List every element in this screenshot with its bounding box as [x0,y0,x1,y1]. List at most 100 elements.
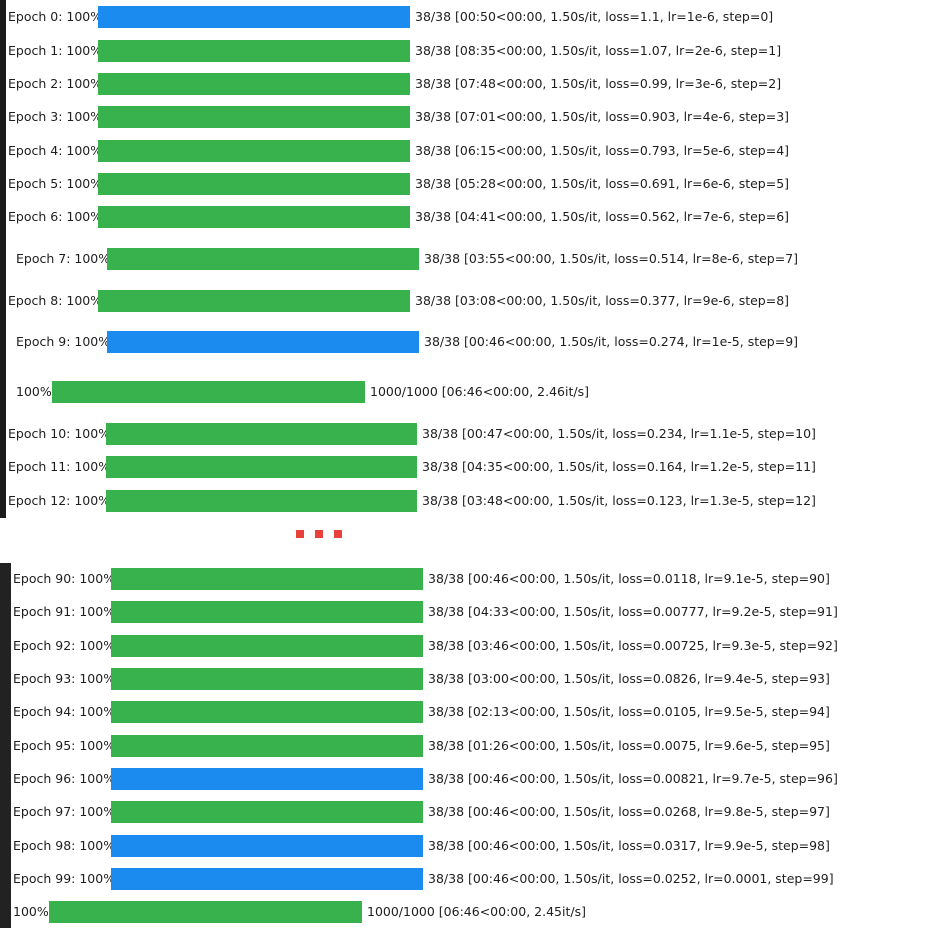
progress-row: Epoch 12: 100% 38/38 [03:48<00:00, 1.50s/… [0,490,949,512]
progress-label: Epoch 95: 100% [13,738,116,753]
progress-stats: 38/38 [01:26<00:00, 1.50s/it, loss=0.007… [428,738,830,753]
progress-row: Epoch 5: 100% 38/38 [05:28<00:00, 1.50s/i… [0,173,949,195]
progress-row: Epoch 96: 100% 38/38 [00:46<00:00, 1.50s/… [0,768,949,790]
progress-stats: 38/38 [03:55<00:00, 1.50s/it, loss=0.514… [424,251,799,266]
progress-label: Epoch 4: 100% [8,143,103,158]
progress-label: Epoch 8: 100% [8,293,103,308]
progress-stats: 38/38 [04:33<00:00, 1.50s/it, loss=0.007… [428,604,838,619]
progress-label: Epoch 12: 100% [8,493,111,508]
progress-label: Epoch 96: 100% [13,771,116,786]
progress-bar [111,635,423,657]
progress-bar [111,801,423,823]
progress-bar [98,140,410,162]
progress-stats: 38/38 [00:50<00:00, 1.50s/it, loss=1.1, … [415,9,774,24]
progress-row: Epoch 1: 100% 38/38 [08:35<00:00, 1.50s/i… [0,40,949,62]
progress-bar [98,106,410,128]
progress-row: Epoch 6: 100% 38/38 [04:41<00:00, 1.50s/i… [0,206,949,228]
progress-stats: 38/38 [00:46<00:00, 1.50s/it, loss=0.274… [424,334,799,349]
left-edge-bottom [0,563,11,928]
progress-label: Epoch 91: 100% [13,604,116,619]
progress-bar [98,40,410,62]
progress-row: 100% 1000/1000 [06:46<00:00, 2.46it/s] [0,381,949,403]
progress-bar [111,601,423,623]
ellipsis-separator [296,530,342,540]
progress-row: Epoch 7: 100% 38/38 [03:55<00:00, 1.50s/i… [0,248,949,270]
progress-row: Epoch 99: 100% 38/38 [00:46<00:00, 1.50s/… [0,868,949,890]
progress-label: Epoch 90: 100% [13,571,116,586]
progress-row: Epoch 94: 100% 38/38 [02:13<00:00, 1.50s/… [0,701,949,723]
progress-label: Epoch 5: 100% [8,176,103,191]
progress-bar [111,835,423,857]
progress-row: Epoch 97: 100% 38/38 [00:46<00:00, 1.50s/… [0,801,949,823]
progress-bar [107,248,419,270]
progress-label: Epoch 99: 100% [13,871,116,886]
progress-label: Epoch 7: 100% [16,251,111,266]
progress-label: Epoch 94: 100% [13,704,116,719]
progress-row: Epoch 10: 100% 38/38 [00:47<00:00, 1.50s/… [0,423,949,445]
progress-bar [52,381,365,403]
progress-stats: 38/38 [07:01<00:00, 1.50s/it, loss=0.903… [415,109,790,124]
progress-label: Epoch 2: 100% [8,76,103,91]
progress-bar [111,568,423,590]
progress-row: Epoch 92: 100% 38/38 [03:46<00:00, 1.50s/… [0,635,949,657]
progress-row: Epoch 3: 100% 38/38 [07:01<00:00, 1.50s/i… [0,106,949,128]
progress-bar [111,735,423,757]
progress-label: Epoch 92: 100% [13,638,116,653]
progress-row: Epoch 0: 100% 38/38 [00:50<00:00, 1.50s/i… [0,6,949,28]
progress-stats: 38/38 [03:48<00:00, 1.50s/it, loss=0.123… [422,493,816,508]
progress-row: Epoch 91: 100% 38/38 [04:33<00:00, 1.50s/… [0,601,949,623]
progress-stats: 38/38 [00:47<00:00, 1.50s/it, loss=0.234… [422,426,816,441]
progress-stats: 38/38 [05:28<00:00, 1.50s/it, loss=0.691… [415,176,790,191]
progress-stats: 38/38 [00:46<00:00, 1.50s/it, loss=0.008… [428,771,838,786]
progress-label: Epoch 97: 100% [13,804,116,819]
progress-label: Epoch 93: 100% [13,671,116,686]
progress-stats: 1000/1000 [06:46<00:00, 2.45it/s] [367,904,586,919]
progress-label: 100% [16,384,52,399]
progress-stats: 38/38 [04:35<00:00, 1.50s/it, loss=0.164… [422,459,816,474]
progress-stats: 38/38 [03:00<00:00, 1.50s/it, loss=0.082… [428,671,830,686]
progress-row: Epoch 95: 100% 38/38 [01:26<00:00, 1.50s/… [0,735,949,757]
progress-bar [111,701,423,723]
progress-bar [107,331,419,353]
progress-label: Epoch 10: 100% [8,426,111,441]
progress-bar [98,173,410,195]
progress-row: Epoch 2: 100% 38/38 [07:48<00:00, 1.50s/i… [0,73,949,95]
progress-stats: 38/38 [00:46<00:00, 1.50s/it, loss=0.031… [428,838,830,853]
progress-stats: 38/38 [02:13<00:00, 1.50s/it, loss=0.010… [428,704,830,719]
progress-bar [98,6,410,28]
progress-label: Epoch 9: 100% [16,334,111,349]
progress-stats: 38/38 [00:46<00:00, 1.50s/it, loss=0.025… [428,871,834,886]
progress-stats: 38/38 [03:08<00:00, 1.50s/it, loss=0.377… [415,293,790,308]
progress-label: Epoch 98: 100% [13,838,116,853]
progress-bar [98,73,410,95]
progress-bar [106,490,417,512]
progress-stats: 1000/1000 [06:46<00:00, 2.46it/s] [370,384,589,399]
progress-label: Epoch 3: 100% [8,109,103,124]
ellipsis-dot [296,530,304,538]
progress-label: Epoch 0: 100% [8,9,103,24]
progress-bar [98,206,410,228]
progress-row: Epoch 4: 100% 38/38 [06:15<00:00, 1.50s/i… [0,140,949,162]
progress-bar [111,668,423,690]
progress-label: Epoch 11: 100% [8,459,111,474]
progress-row: 100% 1000/1000 [06:46<00:00, 2.45it/s] [0,901,949,923]
progress-bar [111,768,423,790]
progress-bar [49,901,362,923]
left-edge-top [0,0,6,518]
progress-stats: 38/38 [00:46<00:00, 1.50s/it, loss=0.026… [428,804,830,819]
progress-stats: 38/38 [08:35<00:00, 1.50s/it, loss=1.07,… [415,43,782,58]
progress-stats: 38/38 [00:46<00:00, 1.50s/it, loss=0.011… [428,571,830,586]
progress-stats: 38/38 [06:15<00:00, 1.50s/it, loss=0.793… [415,143,790,158]
progress-stats: 38/38 [07:48<00:00, 1.50s/it, loss=0.99,… [415,76,782,91]
progress-label: Epoch 6: 100% [8,209,103,224]
progress-row: Epoch 90: 100% 38/38 [00:46<00:00, 1.50s/… [0,568,949,590]
progress-row: Epoch 11: 100% 38/38 [04:35<00:00, 1.50s/… [0,456,949,478]
progress-bar [106,423,417,445]
progress-stats: 38/38 [03:46<00:00, 1.50s/it, loss=0.007… [428,638,838,653]
progress-label: 100% [13,904,49,919]
ellipsis-dot [315,530,323,538]
progress-row: Epoch 93: 100% 38/38 [03:00<00:00, 1.50s/… [0,668,949,690]
progress-row: Epoch 9: 100% 38/38 [00:46<00:00, 1.50s/i… [0,331,949,353]
progress-row: Epoch 8: 100% 38/38 [03:08<00:00, 1.50s/i… [0,290,949,312]
progress-label: Epoch 1: 100% [8,43,103,58]
